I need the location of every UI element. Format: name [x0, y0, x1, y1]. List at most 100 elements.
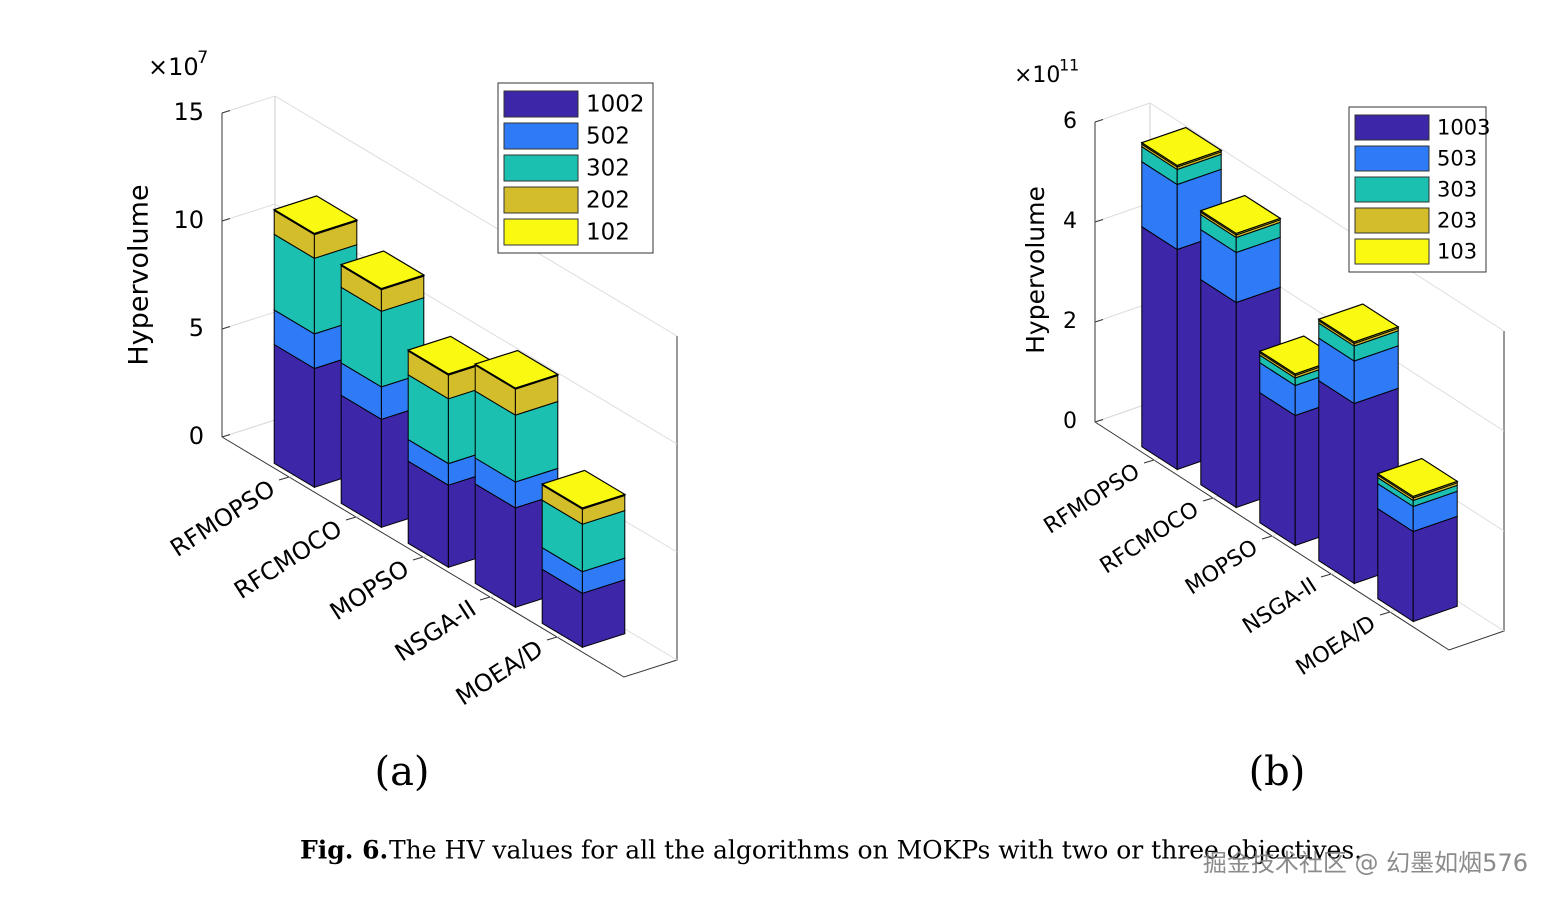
multiplier: ×10	[148, 53, 199, 81]
legend-swatch	[1354, 114, 1430, 141]
x-tick	[479, 596, 491, 601]
bar-top	[1140, 126, 1223, 167]
x-tick-label: MOEA/D	[451, 634, 548, 711]
legend-label: 302	[586, 156, 630, 182]
bar-segment	[1318, 337, 1399, 405]
x-tick	[278, 476, 290, 481]
multiplier-exponent: 11	[1059, 56, 1079, 75]
y-tick-label: 10	[173, 206, 204, 234]
bar-segment	[540, 469, 627, 510]
grid-line	[221, 203, 678, 445]
panel-label: (a)	[374, 749, 429, 795]
legend-swatch	[1354, 238, 1430, 265]
legend-swatch	[503, 90, 579, 118]
bar-face	[1200, 278, 1237, 509]
x-tick-label: MOPSO	[325, 554, 414, 626]
y-tick	[1094, 319, 1104, 323]
bar-segment	[474, 390, 559, 483]
y-tick	[221, 326, 231, 330]
y-tick-label: 5	[189, 314, 204, 342]
bar-face	[1141, 225, 1178, 471]
x-tick-label: MOPSO	[1181, 535, 1262, 600]
legend-label: 103	[1437, 240, 1477, 264]
bar-face	[273, 343, 315, 489]
legend-swatch	[503, 154, 579, 182]
caption-label: Fig. 6.	[300, 836, 388, 865]
legend-label: 203	[1437, 209, 1477, 233]
x-tick	[1143, 459, 1155, 464]
bar-segment	[541, 546, 626, 595]
x-tick-label: MOEA/D	[1292, 611, 1381, 681]
x-tick	[1261, 535, 1273, 540]
legend-label: 502	[586, 124, 630, 150]
grid-line	[221, 95, 678, 337]
bar-segment	[1376, 457, 1459, 499]
y-tick-label: 2	[1063, 309, 1077, 334]
y-tick-label: 15	[173, 98, 204, 126]
x-tick	[345, 516, 357, 521]
bar-top	[473, 349, 560, 389]
watermark: 掘金技术社区 @ 幻墨如烟576	[1203, 849, 1528, 877]
bar-top	[540, 469, 627, 509]
axis-box	[221, 96, 276, 438]
y-tick-label: 6	[1063, 109, 1077, 134]
y-tick-label: 4	[1063, 209, 1077, 234]
y-axis-label: Hypervolume	[124, 184, 155, 365]
x-tick	[546, 636, 558, 641]
bar-segment	[1140, 126, 1223, 168]
bar-top	[1199, 194, 1282, 235]
bar-top	[339, 250, 426, 290]
bar-top	[1376, 457, 1459, 498]
bar-segment	[273, 209, 358, 260]
y-tick	[1094, 219, 1104, 223]
x-tick-label: NSGA-II	[390, 594, 481, 667]
bar-face	[1259, 391, 1296, 547]
legend-label: 1002	[586, 92, 645, 118]
x-tick	[1379, 611, 1391, 616]
legend-label: 503	[1437, 147, 1477, 171]
bar-segment	[541, 568, 626, 649]
bar-segment	[1199, 194, 1282, 236]
y-tick	[221, 110, 231, 114]
x-tick-label: RFMOPSO	[165, 474, 280, 562]
x-tick-label: RFMOPSO	[1040, 459, 1145, 539]
legend-swatch	[1354, 145, 1430, 172]
bar-segment	[272, 195, 359, 236]
x-tick-label: NSGA-II	[1238, 573, 1321, 639]
legend-label: 303	[1437, 178, 1477, 202]
multiplier-exponent: 7	[197, 48, 208, 68]
bar-segment	[339, 250, 426, 291]
bar-segment	[473, 349, 560, 390]
bar-top	[272, 195, 359, 235]
x-tick-label: RFCMOCO	[1096, 497, 1204, 579]
legend-label: 102	[586, 220, 630, 246]
panel-label: (b)	[1249, 749, 1306, 795]
bar-face	[1318, 379, 1355, 585]
y-tick	[221, 218, 231, 222]
y-tick-label: 0	[1063, 409, 1077, 434]
y-tick	[1094, 419, 1104, 423]
legend-swatch	[1354, 176, 1430, 203]
x-tick	[412, 556, 424, 561]
multiplier: ×10	[1014, 63, 1060, 88]
y-tick	[1094, 119, 1104, 123]
caption-text: The HV values for all the algorithms on …	[389, 836, 1362, 865]
y-tick-label: 0	[189, 422, 204, 450]
y-axis-label: Hypervolume	[1021, 186, 1050, 354]
legend-label: 202	[586, 188, 630, 214]
bar-segment	[1317, 303, 1400, 345]
y-tick	[221, 434, 231, 438]
bar-side	[1412, 515, 1458, 623]
x-tick	[1202, 497, 1214, 502]
x-tick	[1320, 573, 1332, 578]
x-tick-label: RFCMOCO	[229, 514, 347, 604]
legend-swatch	[503, 186, 579, 214]
legend-label: 1003	[1437, 116, 1490, 140]
legend-swatch	[503, 218, 579, 246]
bar-top	[1317, 303, 1400, 343]
legend-swatch	[503, 122, 579, 150]
